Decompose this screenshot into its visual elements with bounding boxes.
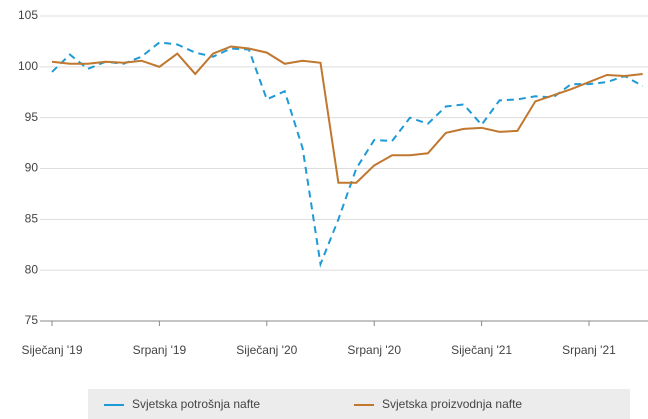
x-tick-label: Siječanj '21 [451, 343, 512, 357]
legend-label: Svjetska potrošnja nafte [132, 397, 260, 411]
series-line [51, 41, 644, 268]
y-tick-label: 100 [18, 59, 38, 73]
y-tick-label: 95 [25, 110, 39, 124]
x-tick-label: Srpanj '20 [347, 343, 401, 357]
y-tick-label: 105 [18, 8, 38, 22]
x-tick-label: Siječanj '19 [22, 343, 83, 357]
x-tick-label: Srpanj '21 [562, 343, 616, 357]
y-tick-label: 75 [25, 313, 39, 327]
legend-label: Svjetska proizvodnja nafte [382, 397, 522, 411]
plot [51, 41, 644, 268]
x-tick-label: Srpanj '19 [133, 343, 187, 357]
y-tick-label: 80 [25, 262, 39, 276]
y-tick-label: 85 [25, 212, 39, 226]
series-line [51, 45, 643, 184]
x-tick-label: Siječanj '20 [236, 343, 297, 357]
y-tick-label: 90 [25, 161, 39, 175]
